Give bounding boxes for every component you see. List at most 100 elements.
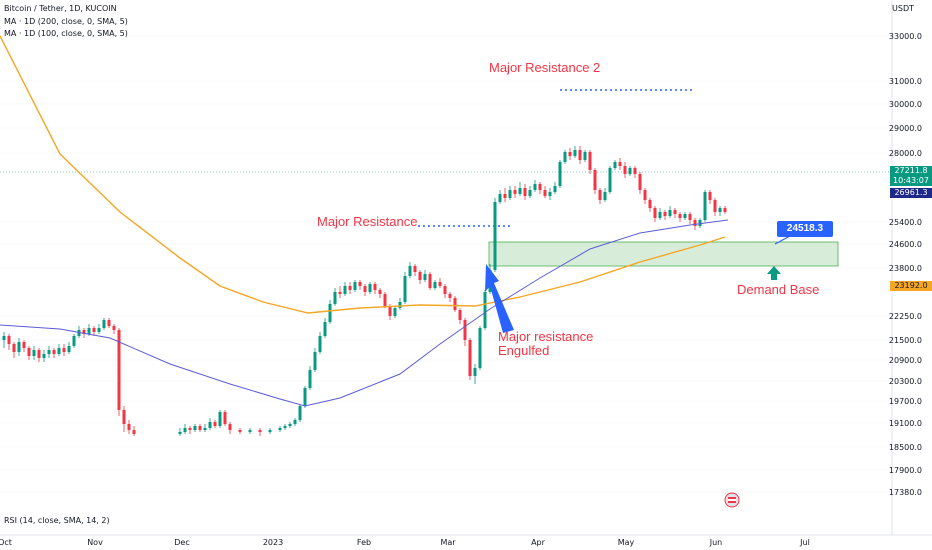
candle-body [379,290,382,294]
candle-body [128,424,131,430]
price-axis-labels: 33000.031000.030000.029000.028000.025400… [889,32,922,497]
candle-body [68,346,71,352]
candle-body [13,344,16,352]
candle-body [559,162,562,186]
candle-body [579,150,582,160]
candle-body [419,272,422,280]
candle-body [454,298,457,310]
candle-body [229,424,232,430]
y-tick-label: 17380.0 [889,488,922,497]
candle-body [43,354,46,358]
candle-body [484,292,487,328]
candle-body [284,426,287,428]
candle-body [219,412,222,426]
candle-body [609,168,612,192]
candle-body [48,350,51,354]
candle-body [189,428,192,430]
candle-body [684,214,687,218]
candle-body [574,150,577,156]
candle-body [499,194,502,202]
candle-body [73,336,76,346]
candle-body [449,294,452,298]
candle-body [369,284,372,292]
candle-body [18,342,21,352]
candle-body [434,282,437,288]
legend-ma200[interactable]: MA · 1D (200, close, 0, SMA, 5) [4,17,128,26]
currency-label[interactable]: USDT [892,4,914,13]
candle-body [384,294,387,306]
y-tick-label: 19700.0 [889,397,922,406]
candle-body [294,420,297,424]
candle-body [469,340,472,376]
y-tick-label: 20300.0 [889,377,922,386]
candle-body [464,320,467,340]
candle-body [409,266,412,276]
candle-body [549,192,552,196]
candle-body [93,328,96,332]
candle-body [349,286,352,290]
candle-body [424,274,427,280]
candle-body [649,200,652,208]
candle-body [38,350,41,358]
x-tick-label: Jun [709,538,723,547]
candle-body [644,190,647,200]
candle-body [554,186,557,192]
annotation-resistance: Major Resistance [317,214,417,229]
candle-body [699,220,702,226]
candle-body [319,336,322,352]
candle-body [539,184,542,190]
candle-body [224,412,227,424]
candle-body [709,192,712,200]
legend-ma100[interactable]: MA · 1D (100, close, 0, SMA, 5) [4,29,128,38]
candle-body [3,336,6,340]
candle-body [389,306,392,316]
candle-body [529,190,532,196]
ma100-tag: 26961.3 [890,188,932,198]
candle-body [624,166,627,174]
candle-body [339,292,342,294]
candle-body [604,192,607,200]
candle-body [404,276,407,302]
candle-body [534,184,537,190]
candle-body [564,152,567,162]
y-tick-label: 25400.0 [889,218,922,227]
y-tick-label: 24600.0 [889,240,922,249]
y-tick-label: 31000.0 [889,77,922,86]
y-tick-label: 17900.0 [889,466,922,475]
candle-body [544,190,547,196]
candle-body [694,220,697,226]
x-tick-label: May [618,538,635,547]
y-tick-label: 30000.0 [889,100,922,109]
candle-body [98,328,101,332]
candle-body [664,212,667,216]
candle-body [394,308,397,316]
y-tick-label: 20900.0 [889,356,922,365]
last-price-value: 27211.8 [890,166,932,176]
rsi-indicator-label[interactable]: RSI (14, close, SMA, 14, 2) [4,516,110,525]
candle-body [569,152,572,156]
candle-body [359,282,362,286]
annotation-demand-base: Demand Base [737,282,819,297]
y-tick-label: 18500.0 [889,443,922,452]
y-tick-label: 21500.0 [889,336,922,345]
candle-body [314,352,317,370]
x-tick-label: 2023 [263,538,283,547]
candle-body [509,190,512,198]
candle-body [199,426,202,430]
candle-body [514,190,517,194]
candles [3,146,727,436]
candle-body [479,328,482,368]
candle-body [58,348,61,354]
candle-body [589,152,592,170]
candle-body [414,266,417,272]
candle-body [354,282,357,290]
bar-countdown: 10:43:07 [890,176,932,186]
candle-body [344,286,347,294]
candle-body [324,322,327,336]
candle-body [209,422,212,428]
candle-body [654,208,657,218]
candle-body [634,168,637,174]
candle-body [444,286,447,294]
candle-body [108,320,111,326]
